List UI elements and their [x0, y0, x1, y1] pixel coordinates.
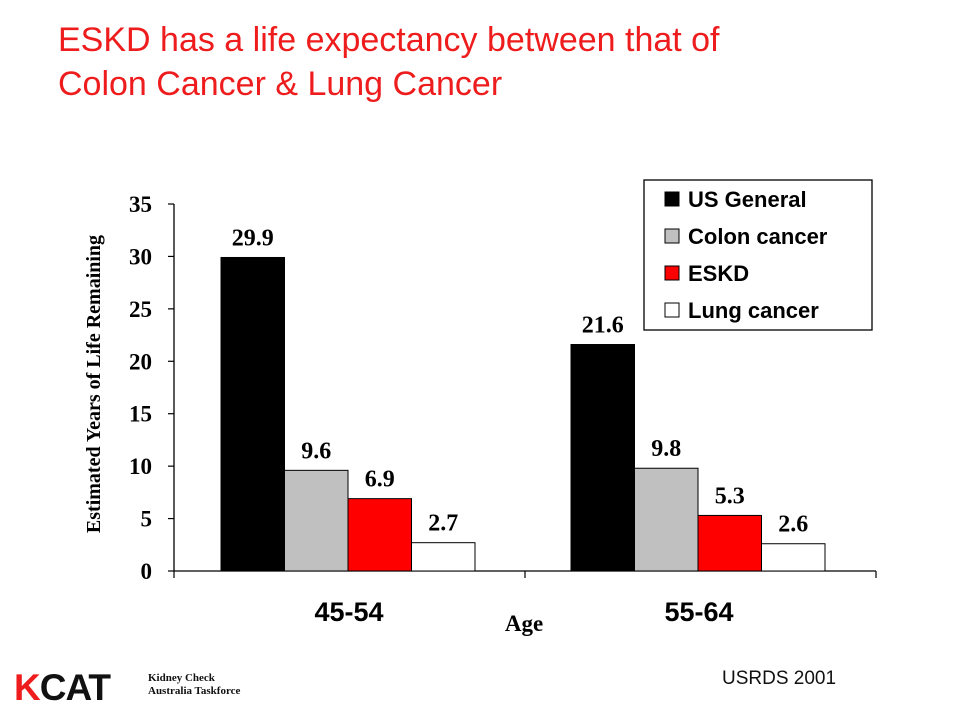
y-tick-label: 25: [129, 297, 152, 322]
bar-data-label: 6.9: [365, 467, 395, 493]
y-tick-label: 30: [129, 244, 152, 269]
chart-data-labels: 29.9 21.6 9.6 9.8 6.9 5.3 2.7 2.6: [232, 225, 809, 537]
bar: [220, 256, 285, 572]
bar-data-label: 9.8: [651, 436, 681, 462]
bar: [697, 514, 762, 572]
bar: [411, 542, 476, 572]
bar-data-label: 29.9: [232, 225, 274, 251]
y-axis-title: Estimated Years of Life Remaining: [83, 235, 105, 533]
logo-mark-k: K: [14, 667, 41, 708]
logo-text-line-2: Australia Taskforce: [148, 685, 241, 697]
slide-title: ESKD has a life expectancy between that …: [58, 18, 938, 106]
slide-title-line-1: ESKD has a life expectancy between that …: [58, 21, 720, 59]
bar: [570, 344, 635, 572]
x-category-label: 55-64: [664, 597, 733, 627]
kcat-logo-text: Kidney Check Australia Taskforce: [148, 672, 240, 698]
y-tick-label: 0: [141, 559, 153, 584]
bar-data-label: 9.6: [301, 438, 331, 464]
slide-title-line-2: Colon Cancer & Lung Cancer: [58, 65, 503, 103]
legend-label: ESKD: [688, 261, 749, 286]
chart-legend: US General Colon cancer ESKD Lung cancer: [643, 179, 873, 331]
legend-swatch: [664, 302, 680, 318]
legend-label: US General: [688, 187, 807, 212]
logo-text-line-1: Kidney Check: [148, 672, 215, 684]
legend-swatch: [664, 228, 680, 244]
legend-box: [643, 179, 873, 331]
bar-data-label: 5.3: [715, 483, 745, 509]
x-category-label: 45-54: [314, 597, 383, 627]
x-axis-title: Age: [505, 611, 543, 636]
kcat-logo: KCAT Kidney Check Australia Taskforce: [14, 668, 264, 708]
y-tick-label: 35: [129, 192, 152, 217]
chart-bars: [220, 256, 826, 572]
bar-data-label: 2.6: [778, 512, 808, 538]
legend-label: Lung cancer: [688, 298, 819, 323]
bar: [634, 467, 699, 572]
chart-axes: 0 5 10 15 20 25 30 35 45-54 55-64 Age Estimated Yea…: [83, 192, 877, 636]
y-tick-label: 10: [129, 454, 152, 479]
legend-swatch: [664, 191, 680, 207]
bar: [761, 543, 826, 572]
logo-mark-rest: CAT: [39, 667, 111, 708]
legend-label: Colon cancer: [688, 224, 828, 249]
bar: [284, 469, 349, 572]
legend-swatch: [664, 265, 680, 281]
bar-data-label: 21.6: [582, 313, 624, 339]
bar: [347, 498, 412, 572]
y-tick-label: 5: [141, 507, 153, 532]
y-tick-label: 15: [129, 402, 152, 427]
y-tick-label: 20: [129, 349, 152, 374]
source-note: USRDS 2001: [722, 668, 837, 689]
bar-data-label: 2.7: [428, 511, 458, 537]
kcat-logo-mark: KCAT: [14, 667, 111, 708]
